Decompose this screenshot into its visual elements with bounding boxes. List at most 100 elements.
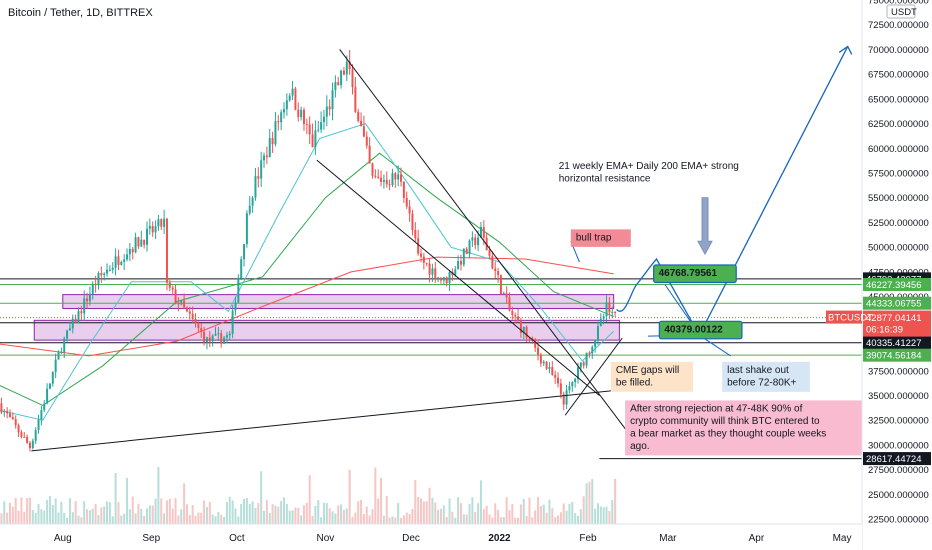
candle-body[interactable] (163, 218, 166, 227)
candle-body[interactable] (462, 248, 465, 265)
candle-body[interactable] (277, 121, 280, 123)
candle-body[interactable] (240, 259, 243, 279)
candle-body[interactable] (265, 155, 268, 158)
candle-body[interactable] (340, 70, 343, 86)
candle-body[interactable] (0, 403, 3, 413)
candle-body[interactable] (143, 239, 146, 245)
candle-body[interactable] (371, 163, 374, 176)
candle-body[interactable] (408, 206, 411, 214)
candle-body[interactable] (80, 311, 83, 314)
candle-body[interactable] (106, 269, 109, 274)
candle-body[interactable] (591, 346, 594, 354)
candle-body[interactable] (43, 403, 46, 411)
level-tag-5[interactable] (863, 348, 931, 362)
candle-body[interactable] (519, 321, 522, 333)
candle-body[interactable] (334, 82, 337, 91)
candle-body[interactable] (217, 333, 220, 335)
candle-body[interactable] (8, 413, 11, 418)
level-tag-1[interactable] (863, 277, 931, 291)
candle-body[interactable] (382, 180, 385, 182)
candle-body[interactable] (388, 184, 391, 186)
candle-body[interactable] (83, 298, 86, 314)
candle-body[interactable] (283, 109, 286, 113)
candle-body[interactable] (585, 352, 588, 366)
candle-body[interactable] (154, 226, 157, 233)
candle-body[interactable] (17, 425, 20, 433)
candle-body[interactable] (437, 277, 440, 280)
annotation-box-4[interactable] (610, 361, 693, 392)
candle-body[interactable] (191, 313, 194, 319)
candle-body[interactable] (54, 359, 57, 373)
candle-body[interactable] (605, 302, 608, 317)
candle-body[interactable] (571, 382, 574, 387)
candle-body[interactable] (71, 318, 74, 329)
candle-body[interactable] (88, 293, 91, 302)
candle-body[interactable] (325, 106, 328, 117)
candle-body[interactable] (225, 335, 228, 338)
candle-body[interactable] (123, 259, 126, 262)
candle-body[interactable] (348, 61, 351, 70)
candle-body[interactable] (37, 419, 40, 431)
candle-body[interactable] (51, 372, 54, 384)
candle-body[interactable] (257, 176, 260, 179)
candle-body[interactable] (468, 240, 471, 254)
candle-body[interactable] (420, 253, 423, 257)
moving-average-1[interactable] (0, 152, 614, 406)
candle-body[interactable] (562, 394, 565, 405)
moving-average-2[interactable] (0, 123, 615, 421)
candle-body[interactable] (582, 362, 585, 366)
candle-body[interactable] (517, 316, 520, 322)
candle-body[interactable] (328, 106, 331, 110)
candle-body[interactable] (128, 249, 131, 255)
candle-body[interactable] (237, 278, 240, 303)
level-tag-4[interactable] (863, 336, 931, 350)
candle-body[interactable] (548, 367, 551, 369)
candle-body[interactable] (442, 277, 445, 281)
candle-body[interactable] (268, 138, 271, 158)
candle-body[interactable] (285, 100, 288, 110)
channel-lower-line[interactable] (316, 159, 600, 396)
candle-body[interactable] (188, 311, 191, 314)
candle-body[interactable] (474, 237, 477, 246)
candle-body[interactable] (63, 338, 66, 352)
candle-body[interactable] (445, 277, 448, 284)
candle-body[interactable] (400, 174, 403, 182)
wedge-line[interactable] (564, 337, 623, 416)
candle-body[interactable] (94, 283, 97, 285)
candle-body[interactable] (160, 219, 163, 227)
candle-body[interactable] (357, 111, 360, 121)
candle-body[interactable] (14, 419, 17, 426)
candle-body[interactable] (454, 269, 457, 276)
candle-body[interactable] (488, 250, 491, 256)
candle-body[interactable] (223, 337, 226, 344)
candle-body[interactable] (537, 347, 540, 355)
candle-body[interactable] (31, 440, 34, 449)
candle-body[interactable] (11, 417, 14, 420)
candle-body[interactable] (611, 311, 614, 313)
candle-body[interactable] (111, 267, 114, 270)
candle-body[interactable] (302, 109, 305, 125)
candle-body[interactable] (117, 256, 120, 265)
candle-body[interactable] (34, 430, 37, 441)
candle-body[interactable] (522, 326, 525, 333)
candle-body[interactable] (74, 318, 77, 323)
candle-body[interactable] (86, 298, 89, 302)
candle-body[interactable] (200, 328, 203, 332)
candle-body[interactable] (434, 268, 437, 280)
candle-body[interactable] (40, 410, 43, 420)
candle-body[interactable] (3, 410, 6, 413)
candle-body[interactable] (271, 138, 274, 145)
candle-body[interactable] (345, 61, 348, 75)
candle-body[interactable] (137, 237, 140, 247)
candle-body[interactable] (368, 145, 371, 164)
candle-body[interactable] (165, 218, 168, 283)
candle-body[interactable] (602, 316, 605, 319)
candle-body[interactable] (151, 225, 154, 233)
candle-body[interactable] (260, 160, 263, 179)
candle-body[interactable] (248, 205, 251, 214)
candle-body[interactable] (145, 228, 148, 245)
candle-body[interactable] (380, 177, 383, 182)
candle-body[interactable] (177, 302, 180, 305)
candle-body[interactable] (428, 263, 431, 275)
currency-badge[interactable] (886, 4, 916, 19)
